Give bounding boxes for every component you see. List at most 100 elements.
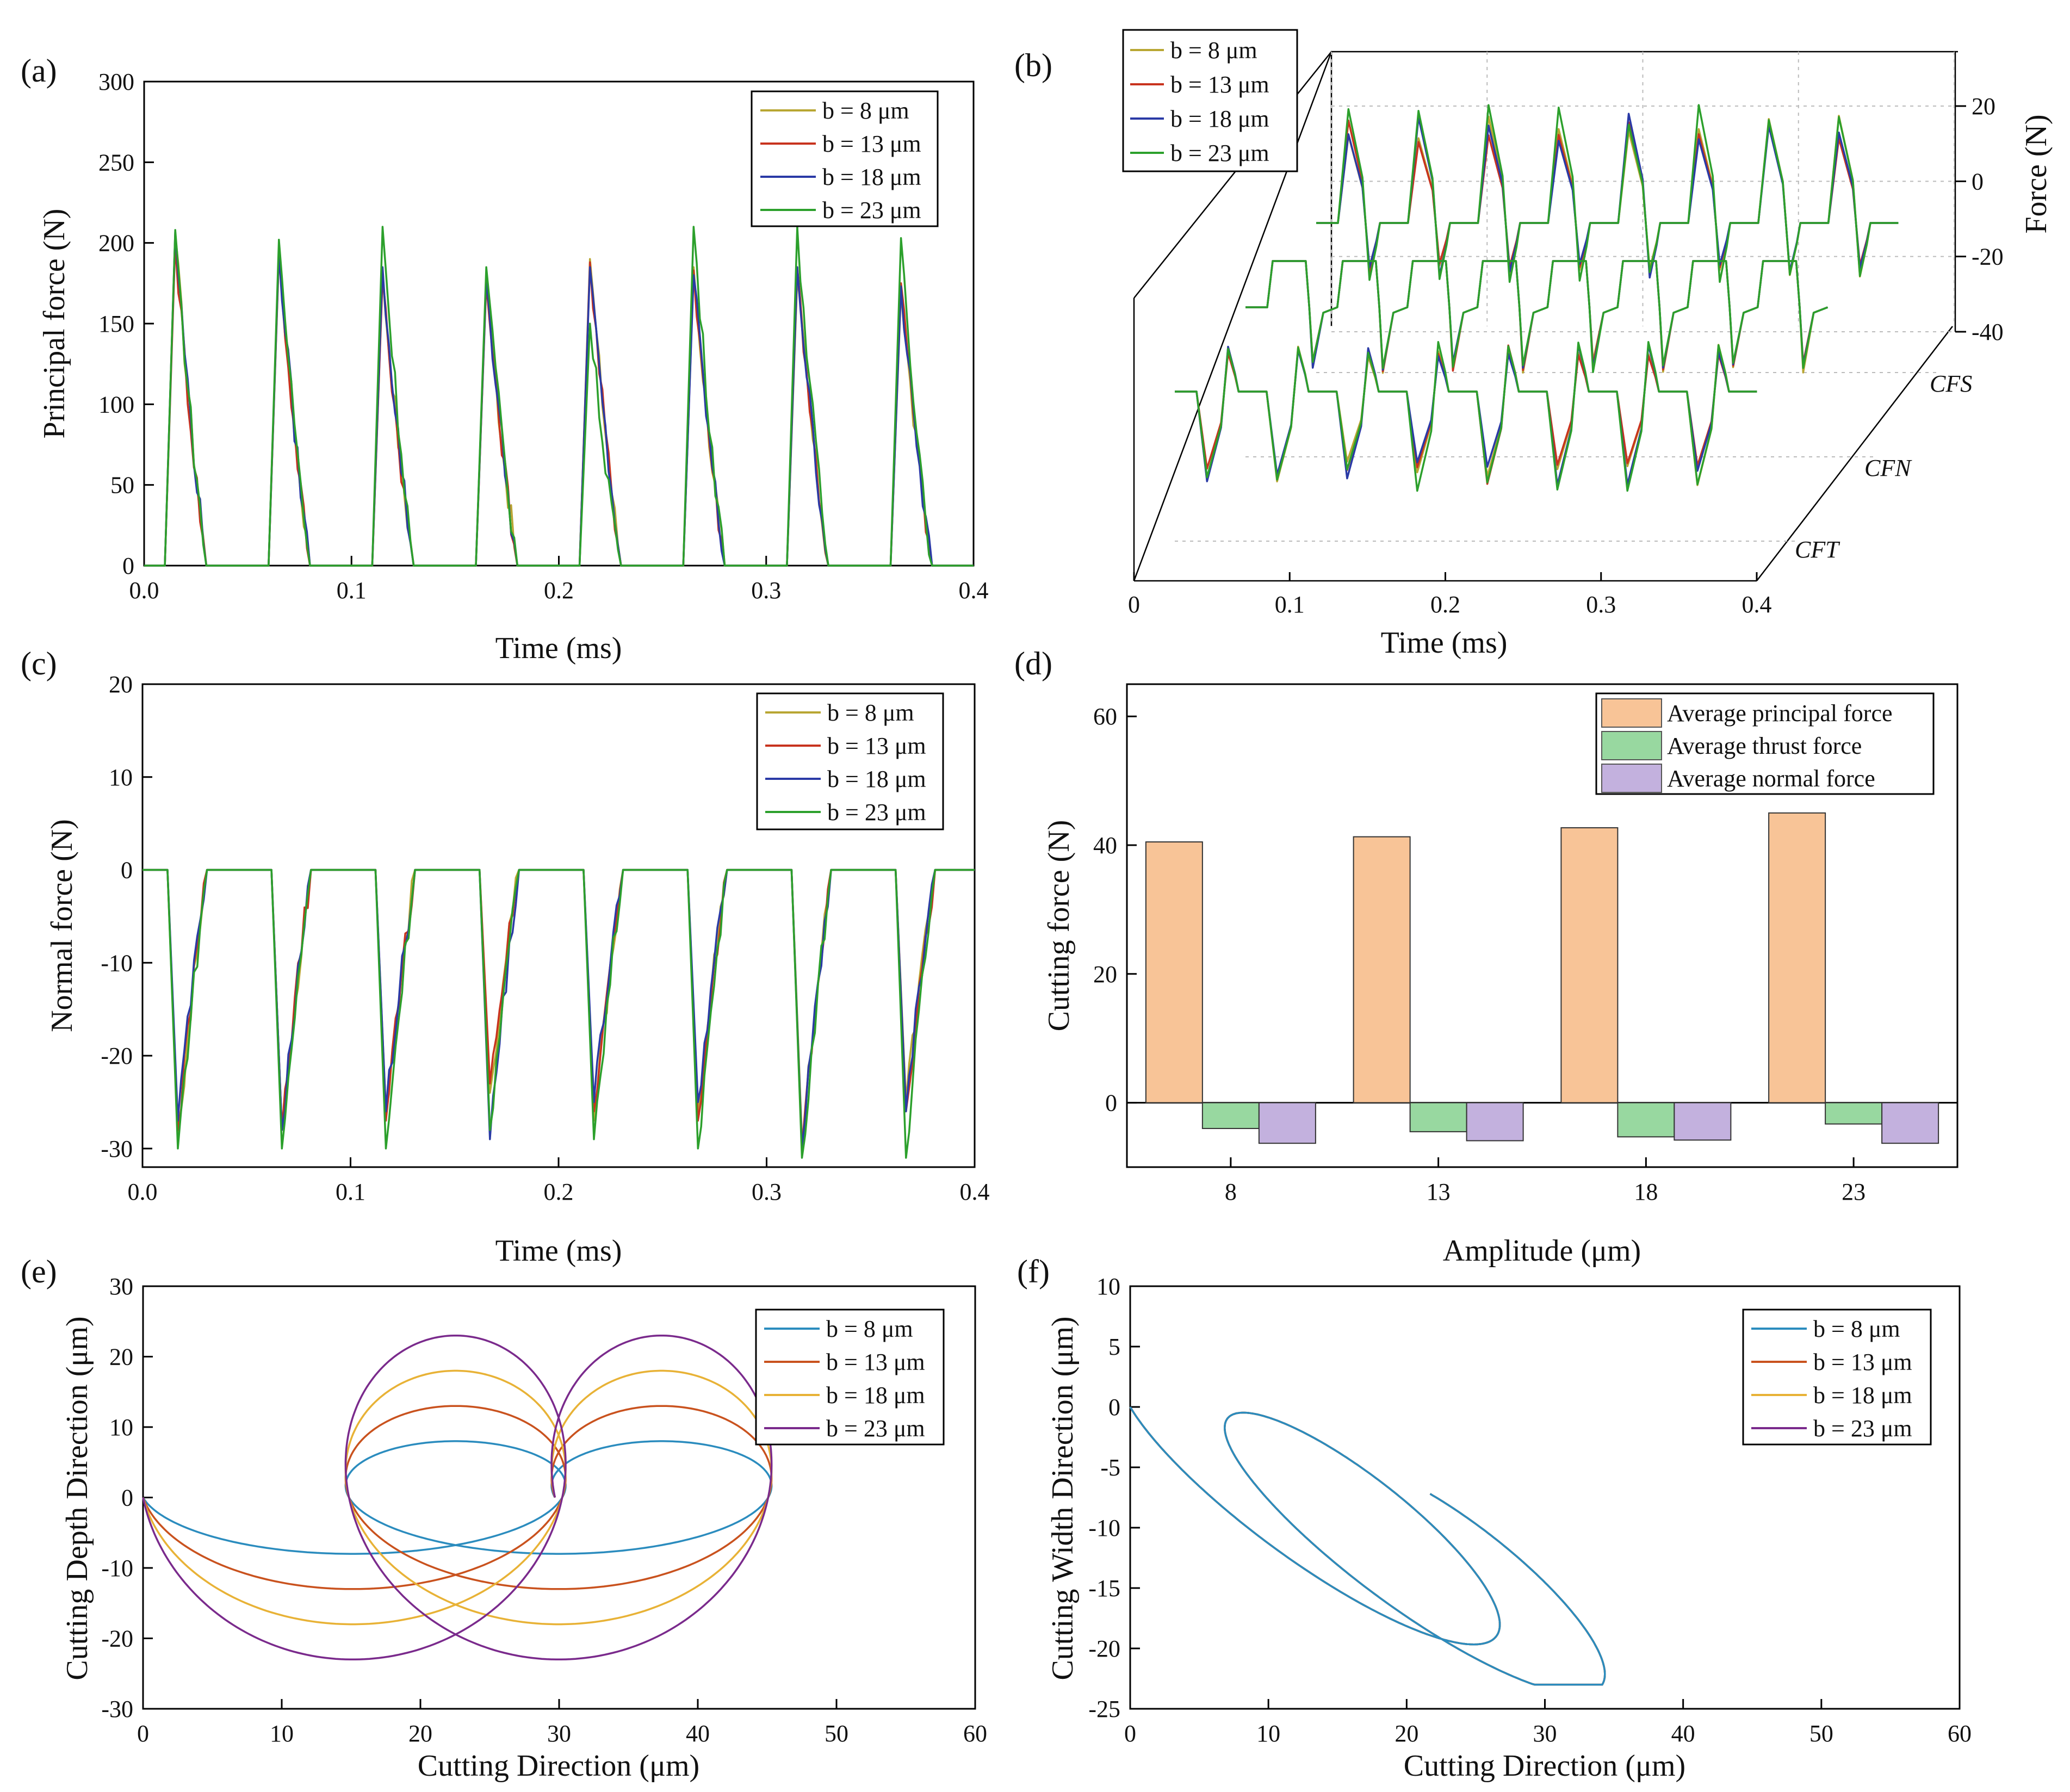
panel-a-legend-label-18: b = 18 μm — [822, 164, 921, 190]
panel-d-bar-normal-8 — [1258, 1102, 1316, 1144]
x-tick-label: 20 — [1395, 1720, 1418, 1747]
y-tick-label: -30 — [101, 1696, 133, 1722]
panel-d-label: (d) — [1014, 646, 1052, 681]
panel-c-normal-force-chart: (c) 0.0 0.1 0.2 0.3 0.4 -30 -20 -10 0 10 20 Time … — [21, 646, 990, 1268]
panel-c-legend: b = 8 μm b = 13 μm b = 18 μm b = 23 μm — [756, 692, 944, 830]
panel-d-bar-normal-13 — [1466, 1102, 1524, 1142]
y-tick-label: 0 — [1108, 1394, 1120, 1421]
panel-a-legend-box — [751, 90, 939, 227]
panel-a-legend-label-13: b = 13 μm — [822, 131, 921, 157]
panel-a-series-line-2 — [144, 231, 974, 567]
panel-c-legend-label-13: b = 13 μm — [827, 733, 926, 759]
x-tick-label: 0 — [137, 1720, 149, 1747]
x-tick-label: 0.1 — [1275, 591, 1305, 618]
panel-b-series-line-CFN-0 — [1245, 260, 1829, 374]
z-tick-label: -20 — [1972, 244, 2004, 270]
panel-b-series-line-CFS-2 — [1316, 113, 1899, 279]
panel-c-series-line-1 — [142, 869, 975, 1150]
panel-b-label: (b) — [1014, 47, 1052, 83]
panel-b-legend: b = 8 μm b = 13 μm b = 18 μm b = 23 μm — [1122, 29, 1298, 172]
x-tick-label: 0.3 — [1586, 591, 1616, 618]
panel-f-series-lines — [1129, 1406, 1606, 1686]
panel-e-series-lines — [142, 1334, 773, 1661]
panel-e-series-line-2 — [142, 1369, 773, 1626]
panel-c-label: (c) — [21, 646, 57, 681]
panel-d-bars — [1127, 812, 1957, 1144]
panel-c-legend-box — [756, 692, 944, 830]
panel-b-x-ticks: 0 0.1 0.2 0.3 0.4 — [1128, 572, 1772, 618]
y-tick-label: -20 — [1088, 1635, 1120, 1662]
panel-d-bar-thrust-13 — [1409, 1102, 1467, 1132]
y-tick-label: 0 — [1105, 1090, 1117, 1117]
y-tick-label: 10 — [1096, 1273, 1120, 1300]
y-tick-label: 0 — [122, 553, 134, 579]
panel-b-series-line-CFN-3 — [1245, 260, 1829, 373]
y-tick-label: 20 — [109, 671, 133, 698]
panel-c-series-line-2 — [142, 869, 975, 1150]
panel-c-series-line-0 — [142, 869, 975, 1140]
panel-a-legend-label-23: b = 23 μm — [822, 197, 921, 224]
panel-d-x-axis-label: Amplitude (μm) — [1443, 1234, 1641, 1268]
panel-b-z-axis-label: Force (N) — [2019, 114, 2053, 233]
y-tick-label: -30 — [101, 1136, 133, 1162]
z-tick-label: -40 — [1972, 319, 2004, 345]
panel-e-legend-label-18: b = 18 μm — [826, 1382, 925, 1409]
y-tick-label: -10 — [1088, 1515, 1120, 1541]
x-tick-label: 40 — [1671, 1720, 1695, 1747]
panel-b-series-line-CFN-1 — [1245, 260, 1829, 373]
panel-a-series-line-3 — [144, 226, 974, 567]
panel-d-legend: Average principal force Average thrust f… — [1595, 692, 1935, 795]
panel-d-bar-principal-23 — [1768, 812, 1826, 1103]
panel-d-legend-label-principal: Average principal force — [1667, 700, 1893, 727]
panel-b-box-bottom-right — [1756, 326, 1953, 581]
x-tick-label: 0 — [1128, 591, 1140, 618]
y-tick-label: 0 — [121, 1485, 133, 1511]
panel-a-x-ticks: 0.0 0.1 0.2 0.3 0.4 — [129, 556, 989, 604]
panel-a-series-line-1 — [144, 241, 974, 567]
panel-b-z-ticks: 20 0 -20 -40 — [1955, 93, 2004, 345]
panel-e-series-line-1 — [142, 1405, 773, 1590]
panel-e-legend-label-13: b = 13 μm — [826, 1349, 925, 1375]
y-tick-label: -5 — [1100, 1454, 1120, 1481]
panel-c-x-axis-label: Time (ms) — [495, 1234, 622, 1268]
y-tick-label: 5 — [1108, 1334, 1120, 1360]
x-tick-label: 18 — [1634, 1179, 1658, 1205]
panel-b-plane-cfn: CFN — [1864, 455, 1912, 481]
x-tick-label: 0.4 — [959, 577, 989, 604]
panel-f-x-axis-label: Cutting Direction (μm) — [1404, 1749, 1685, 1783]
panel-f-series-line-3 — [1129, 1406, 1606, 1686]
panel-d-bar-principal-8 — [1145, 841, 1203, 1103]
panel-d-legend-label-normal: Average normal force — [1667, 765, 1875, 792]
panel-c-legend-label-23: b = 23 μm — [827, 799, 926, 826]
panel-f-label: (f) — [1017, 1254, 1050, 1289]
y-tick-label: -10 — [101, 950, 133, 976]
panel-f-legend-label-23: b = 23 μm — [1813, 1415, 1912, 1442]
x-tick-label: 10 — [1256, 1720, 1280, 1747]
panel-b-series-line-CFS-1 — [1316, 119, 1899, 275]
panel-e-series-line-3 — [142, 1334, 773, 1661]
panel-d-bar-thrust-8 — [1201, 1102, 1260, 1129]
x-tick-label: 60 — [1948, 1720, 1972, 1747]
panel-d-bar-normal-23 — [1881, 1102, 1939, 1144]
x-tick-label: 60 — [963, 1720, 987, 1747]
x-tick-label: 0.1 — [337, 577, 367, 604]
y-tick-label: -20 — [101, 1043, 133, 1069]
panel-b-3d-force-chart: (b) 0 0.1 0.2 0.3 0.4 200-20-40 CFS CFN CFT … — [1014, 29, 2053, 660]
x-tick-label: 0.2 — [544, 577, 574, 604]
panel-f-legend: b = 8 μm b = 13 μm b = 18 μm b = 23 μm — [1742, 1309, 1932, 1446]
panel-e-legend-label-8: b = 8 μm — [826, 1316, 913, 1342]
panel-b-series-line-CFT-0 — [1175, 344, 1757, 486]
panel-f-legend-label-18: b = 18 μm — [1813, 1382, 1912, 1409]
panel-b-plane-cft: CFT — [1795, 536, 1840, 563]
panel-b-series-line-CFT-3 — [1175, 341, 1757, 492]
panel-e-label: (e) — [21, 1254, 57, 1289]
panel-b-legend-box — [1122, 29, 1298, 172]
panel-b-series-lines — [1175, 104, 1899, 492]
y-tick-label: 30 — [109, 1273, 133, 1300]
panel-c-series-lines — [142, 869, 975, 1159]
panel-f-series-line-0 — [1129, 1406, 1606, 1686]
panel-a-y-axis-label: Principal force (N) — [38, 209, 71, 439]
y-tick-label: 20 — [1093, 961, 1117, 988]
panel-b-series-line-CFS-0 — [1316, 115, 1899, 278]
